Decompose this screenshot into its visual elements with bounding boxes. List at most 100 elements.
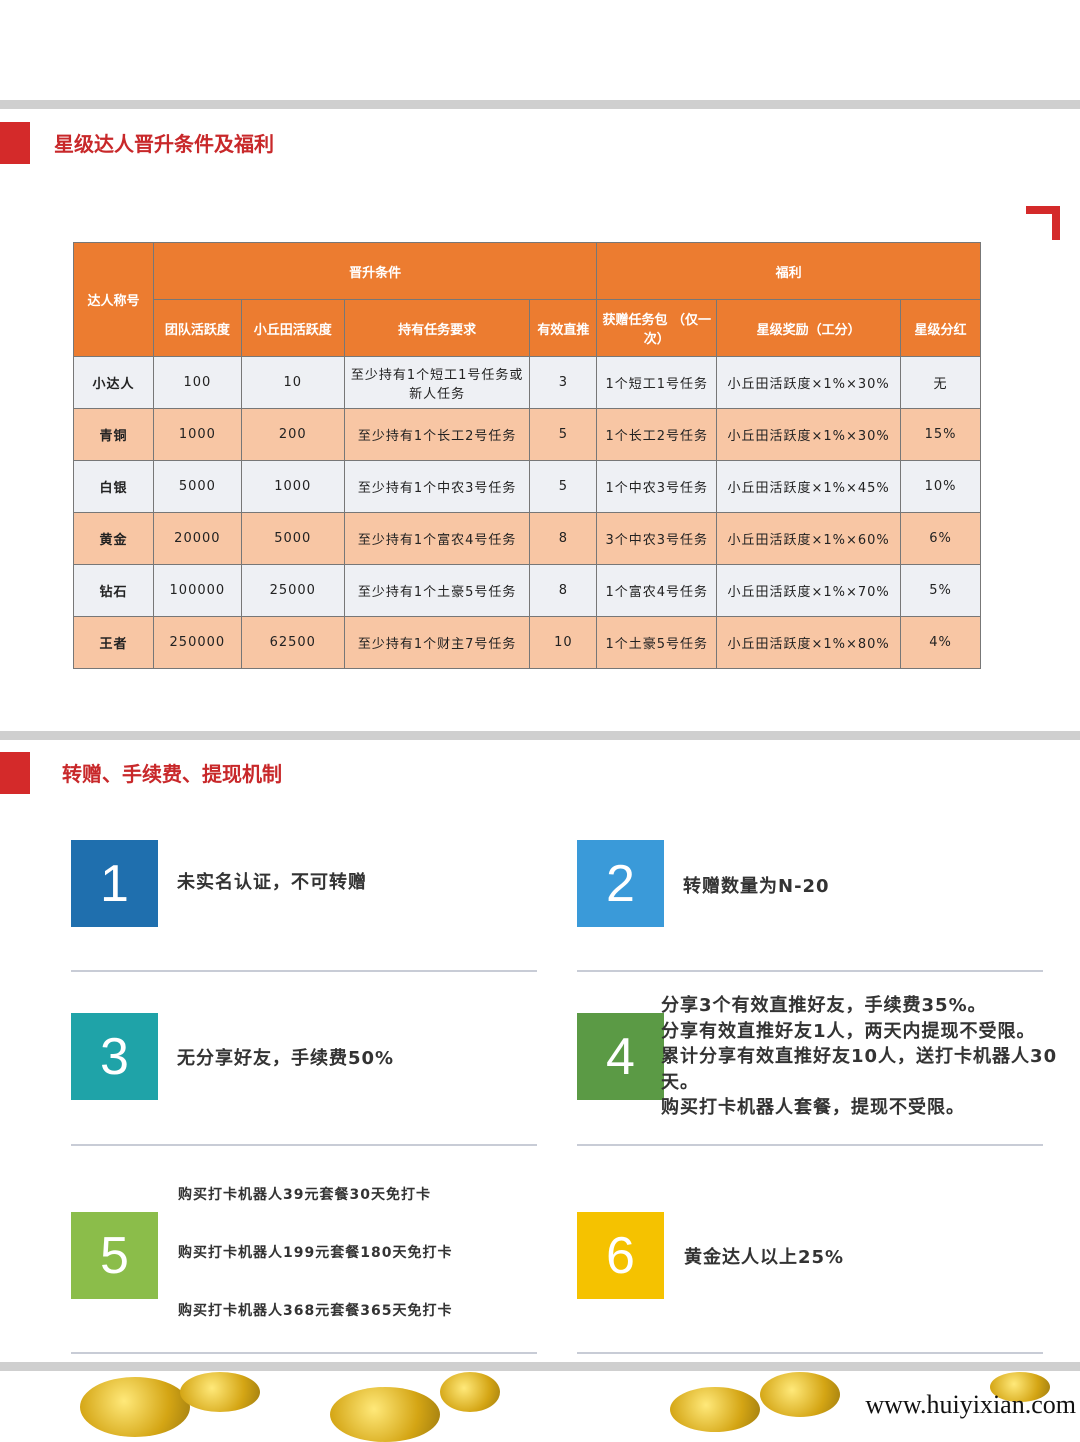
column-header: 持有任务要求: [343, 299, 531, 357]
table-cell: 3: [529, 356, 598, 409]
step-text-6: 黄金达人以上25%: [684, 1243, 844, 1269]
step-text-2: 转赠数量为N-20: [683, 872, 830, 898]
table-cell: 5000: [152, 460, 242, 513]
table-cell: 10: [240, 356, 345, 409]
table-cell: 8: [529, 564, 598, 617]
step-text-3: 无分享好友，手续费50%: [177, 1044, 394, 1070]
rank-name: 王者: [73, 616, 154, 669]
rank-name: 钻石: [73, 564, 154, 617]
table-cell: 5%: [900, 564, 981, 617]
step-line: 购买打卡机器人199元套餐180天免打卡: [178, 1245, 453, 1261]
table-row: 白银 5000 1000 至少持有1个中农3号任务 5 1个中农3号任务 小丘田活跃度×1%…: [73, 460, 981, 513]
header-promotion: 晋升条件: [152, 242, 598, 300]
step-line: 分享有效直推好友1人，两天内提现不受限。: [661, 1020, 1036, 1042]
table-row: 黄金 20000 5000 至少持有1个富农4号任务 8 3个中农3号任务 小丘田活跃度×1…: [73, 512, 981, 565]
table-row: 钻石 100000 25000 至少持有1个土豪5号任务 8 1个富农4号任务 小丘田活跃度…: [73, 564, 981, 617]
table-cell: 至少持有1个土豪5号任务: [343, 564, 531, 617]
table-cell: 至少持有1个长工2号任务: [343, 408, 531, 461]
step-line: 黄金达人以上25%: [684, 1247, 845, 1268]
table-cell: 至少持有1个短工1号任务或新人任务: [343, 356, 531, 409]
step-number-5: 5: [71, 1212, 158, 1299]
divider: [71, 1144, 537, 1146]
table-cell: 20000: [152, 512, 242, 565]
table-cell: 100: [152, 356, 242, 409]
column-header: 星级奖励（工分）: [716, 299, 902, 357]
table-cell: 200: [240, 408, 345, 461]
table-cell: 至少持有1个财主7号任务: [343, 616, 531, 669]
step-line: 转赠数量为N-20: [683, 876, 830, 897]
section-marker: [0, 122, 30, 164]
table-cell: 3个中农3号任务: [596, 512, 718, 565]
header-title-name: 达人称号: [73, 242, 154, 357]
table-cell: 1000: [152, 408, 242, 461]
step-number-6: 6: [577, 1212, 664, 1299]
column-header: 团队活跃度: [152, 299, 242, 357]
divider: [71, 1352, 537, 1354]
table-cell: 小丘田活跃度×1%×60%: [716, 512, 902, 565]
step-line: 购买打卡机器人368元套餐365天免打卡: [178, 1303, 453, 1319]
table-cell: 小丘田活跃度×1%×80%: [716, 616, 902, 669]
step-line: 分享3个有效直推好友，手续费35%。: [661, 995, 987, 1016]
step-line: 无分享好友，手续费50%: [177, 1048, 395, 1069]
table-cell: 无: [900, 356, 981, 409]
promotion-table: 达人称号 晋升条件 福利 团队活跃度 小丘田活跃度 持有任务要求 有效直推 获赠任务包 …: [73, 242, 981, 669]
divider-middle: [0, 731, 1080, 740]
corner-decoration: [1026, 206, 1060, 240]
step-number-2: 2: [577, 840, 664, 927]
section-title-transfer: 转赠、手续费、提现机制: [62, 762, 282, 786]
table-cell: 1000: [240, 460, 345, 513]
rank-name: 白银: [73, 460, 154, 513]
table-cell: 100000: [152, 564, 242, 617]
divider: [577, 970, 1043, 972]
table-cell: 62500: [240, 616, 345, 669]
step-line: 累计分享有效直推好友10人，送打卡机器人30天。: [661, 1046, 1058, 1093]
table-cell: 5000: [240, 512, 345, 565]
table-cell: 至少持有1个富农4号任务: [343, 512, 531, 565]
table-cell: 250000: [152, 616, 242, 669]
divider: [577, 1352, 1043, 1354]
header-benefits: 福利: [596, 242, 981, 300]
gold-coins-image: [0, 1372, 1080, 1442]
divider-top: [0, 100, 1080, 109]
table-cell: 至少持有1个中农3号任务: [343, 460, 531, 513]
table-cell: 小丘田活跃度×1%×70%: [716, 564, 902, 617]
step-number-4: 4: [577, 1013, 664, 1100]
table-cell: 1个长工2号任务: [596, 408, 718, 461]
section-title-promotion: 星级达人晋升条件及福利: [54, 132, 274, 156]
rank-name: 青铜: [73, 408, 154, 461]
step-number-1: 1: [71, 840, 158, 927]
column-header: 小丘田活跃度: [240, 299, 345, 357]
step-line: 购买打卡机器人39元套餐30天免打卡: [178, 1187, 431, 1203]
table-cell: 10: [529, 616, 598, 669]
table-cell: 小丘田活跃度×1%×45%: [716, 460, 902, 513]
table-cell: 小丘田活跃度×1%×30%: [716, 408, 902, 461]
step-text-4: 分享3个有效直推好友，手续费35%。分享有效直推好友1人，两天内提现不受限。累计…: [661, 993, 1073, 1121]
table-cell: 1个中农3号任务: [596, 460, 718, 513]
divider-bottom: [0, 1362, 1080, 1371]
divider: [71, 970, 537, 972]
step-number-3: 3: [71, 1013, 158, 1100]
column-header: 获赠任务包 （仅一次）: [596, 299, 718, 357]
table-row: 青铜 1000 200 至少持有1个长工2号任务 5 1个长工2号任务 小丘田活跃度×1%×…: [73, 408, 981, 461]
table-cell: 15%: [900, 408, 981, 461]
table-cell: 5: [529, 460, 598, 513]
step-text-5: 购买打卡机器人39元套餐30天免打卡购买打卡机器人199元套餐180天免打卡 购买…: [178, 1184, 452, 1358]
table-cell: 小丘田活跃度×1%×30%: [716, 356, 902, 409]
column-header: 星级分红: [900, 299, 981, 357]
watermark: www.huiyixian.com: [865, 1390, 1076, 1419]
step-line: 未实名认证，不可转赠: [177, 872, 367, 893]
table-row: 王者 250000 62500 至少持有1个财主7号任务 10 1个土豪5号任务 小丘田活跃…: [73, 616, 981, 669]
table-cell: 1个土豪5号任务: [596, 616, 718, 669]
step-line: 购买打卡机器人套餐，提现不受限。: [661, 1097, 965, 1118]
table-cell: 5: [529, 408, 598, 461]
table-cell: 8: [529, 512, 598, 565]
table-cell: 1个短工1号任务: [596, 356, 718, 409]
rank-name: 黄金: [73, 512, 154, 565]
rank-name: 小达人: [73, 356, 154, 409]
table-cell: 10%: [900, 460, 981, 513]
section-marker: [0, 752, 30, 794]
table-cell: 6%: [900, 512, 981, 565]
step-text-1: 未实名认证，不可转赠: [177, 868, 367, 894]
table-cell: 1个富农4号任务: [596, 564, 718, 617]
table-cell: 25000: [240, 564, 345, 617]
